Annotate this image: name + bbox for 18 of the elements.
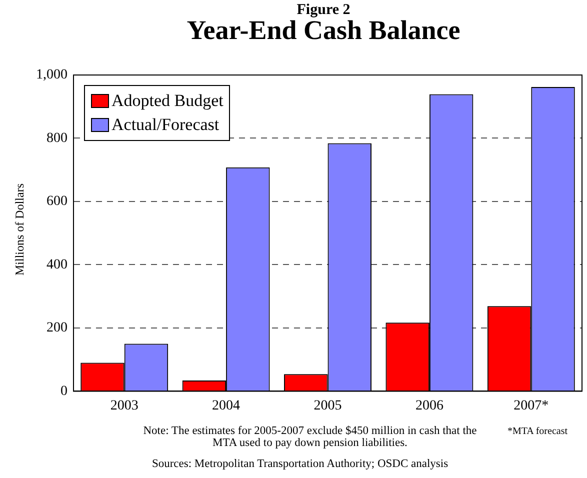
y-tick-label: 200 [46,320,68,336]
x-tick-label: 2004 [212,398,240,414]
y-tick-label: 800 [46,130,68,146]
text: Note: The estimates for 2005-2007 exclude $450 million in cash that the MTA used to pay down pension liabilities. [142,425,478,449]
y-tick-label: 600 [46,194,68,210]
x-tick-label: 2006 [415,398,444,414]
y-tick-label: 400 [46,257,68,272]
x-tick-label: 2007* [514,398,549,414]
text: *MTA forecast [506,426,568,437]
y-tick-label: 1,000 [36,68,68,83]
y-tick-label: 0 [60,384,68,399]
source-note: Sources: Metropolitan Transportation Authority; OSDC analysis [150,458,450,470]
legend-label: Actual/Forecast [112,114,220,136]
x-tick-label: 2003 [110,398,138,414]
chart-subtitle: Figure 2 [296,2,352,19]
y-axis-title: Millions of Dollars [12,182,28,278]
x-tick-label: 2005 [314,398,342,414]
legend-label: Adopted Budget [112,90,224,112]
